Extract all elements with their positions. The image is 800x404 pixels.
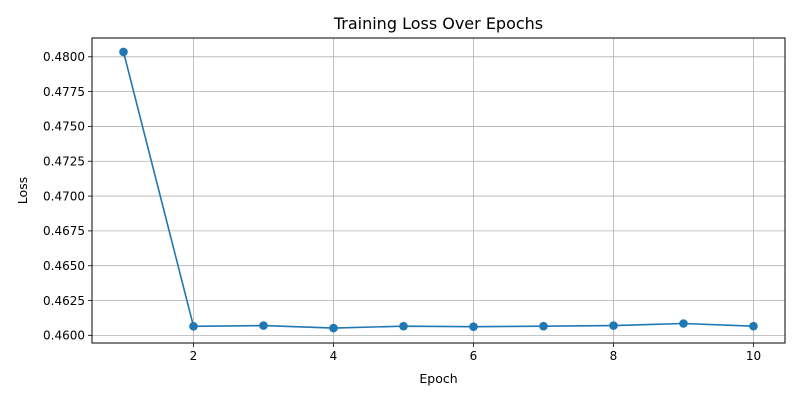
- x-tick-label: 10: [746, 349, 761, 363]
- axes-frame: [91, 37, 786, 344]
- y-tick-label: 0.4675: [43, 224, 85, 238]
- x-tick-label: 6: [470, 349, 478, 363]
- loss-data-point: [329, 323, 338, 333]
- loss-data-point: [469, 322, 478, 332]
- y-tick-label: 0.4750: [43, 120, 85, 134]
- y-tick-label: 0.4800: [43, 50, 85, 64]
- loss-data-point: [189, 321, 198, 331]
- loss-data-point: [539, 321, 548, 331]
- loss-series-line: [122, 51, 754, 329]
- x-tick-label: 8: [610, 349, 618, 363]
- y-tick-label: 0.4700: [43, 189, 85, 203]
- grid: [92, 38, 785, 343]
- loss-data-point: [609, 321, 618, 330]
- loss-data-point: [399, 321, 408, 331]
- x-axis-label: Epoch: [419, 371, 457, 386]
- x-tick-label: 2: [190, 349, 198, 363]
- x-tick-label: 4: [330, 349, 338, 363]
- chart-title: Training Loss Over Epochs: [333, 14, 543, 33]
- loss-data-point: [119, 47, 128, 57]
- y-tick-label: 0.4600: [43, 329, 85, 343]
- ticks: 2 4 6 8 10 0.4600 0.4625 0.4650 0.4675 0.4700 0.47…: [43, 50, 761, 363]
- y-axis-label: Loss: [15, 177, 30, 204]
- loss-data-point: [679, 319, 688, 328]
- loss-data-point: [259, 321, 268, 330]
- loss-data-point: [749, 321, 758, 331]
- y-tick-label: 0.4775: [43, 85, 85, 99]
- y-tick-label: 0.4725: [43, 155, 85, 169]
- y-tick-label: 0.4625: [43, 294, 85, 308]
- series-layer: [119, 47, 758, 333]
- y-tick-label: 0.4650: [43, 259, 85, 273]
